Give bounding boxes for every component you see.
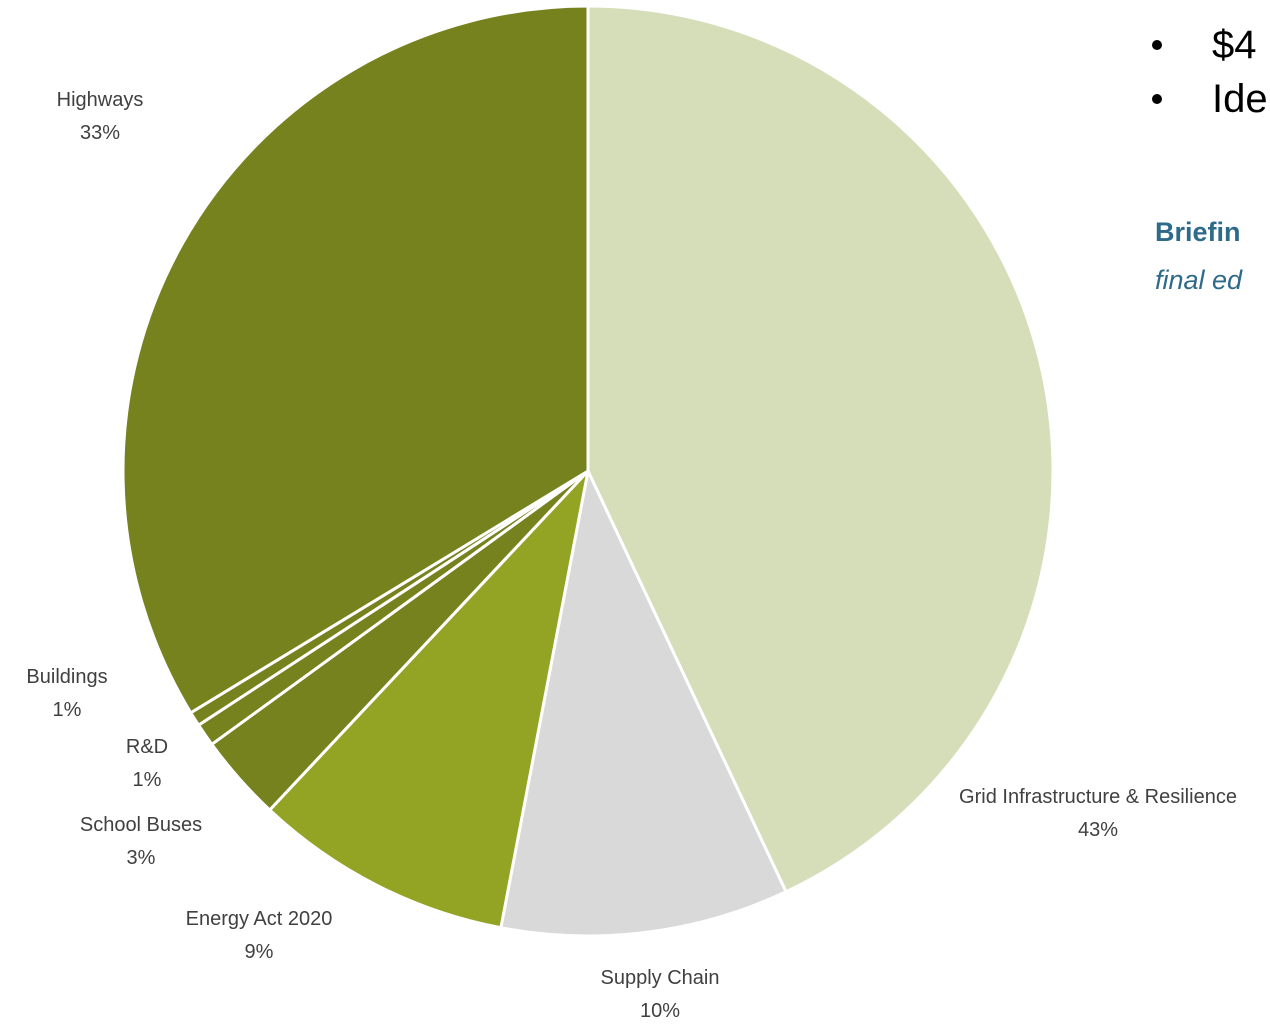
slice-percent: 1% [132,769,162,791]
slice-label: Grid Infrastructure & Resilience 43% [959,781,1237,847]
briefing-title: Briefin [1155,217,1241,247]
bullet-text: $4 [1212,23,1257,67]
slice-name: Supply Chain [600,967,720,989]
slice-label: Supply Chain 10% [601,962,720,1028]
bullet-text: Ide [1212,77,1268,121]
bullet-dot-icon [1152,40,1162,50]
slice-percent: 33% [79,122,121,144]
pie-slice-highways [121,4,590,715]
bullet-dot-icon [1152,94,1162,104]
pie-slice-energy-act-2020 [268,469,590,930]
slice-name: School Buses [79,814,203,836]
slice-name: Buildings [26,666,108,688]
slice-percent: 3% [126,847,156,869]
slice-percent: 43% [1077,819,1119,841]
slice-percent: 9% [244,941,274,963]
slice-name: Energy Act 2020 [185,908,333,930]
slice-label: Highways 33% [57,84,144,150]
pie-slice-supply-chain [499,469,788,938]
slice-percent: 10% [639,1000,681,1022]
slice-label: Buildings 1% [26,661,107,727]
briefing-note: final ed [1155,265,1243,295]
slice-name: R&D [125,736,169,758]
slice-name: Grid Infrastructure & Resilience [959,786,1237,808]
slice-label: R&D 1% [126,731,168,797]
briefing-block: Briefin final ed [1155,208,1242,304]
slice-percent: 1% [52,699,82,721]
slice-name: Highways [56,89,144,111]
slice-label: Energy Act 2020 9% [186,903,333,969]
slice-label: School Buses 3% [80,809,202,875]
pie-slice-grid-infrastructure-resilience [586,4,1055,894]
